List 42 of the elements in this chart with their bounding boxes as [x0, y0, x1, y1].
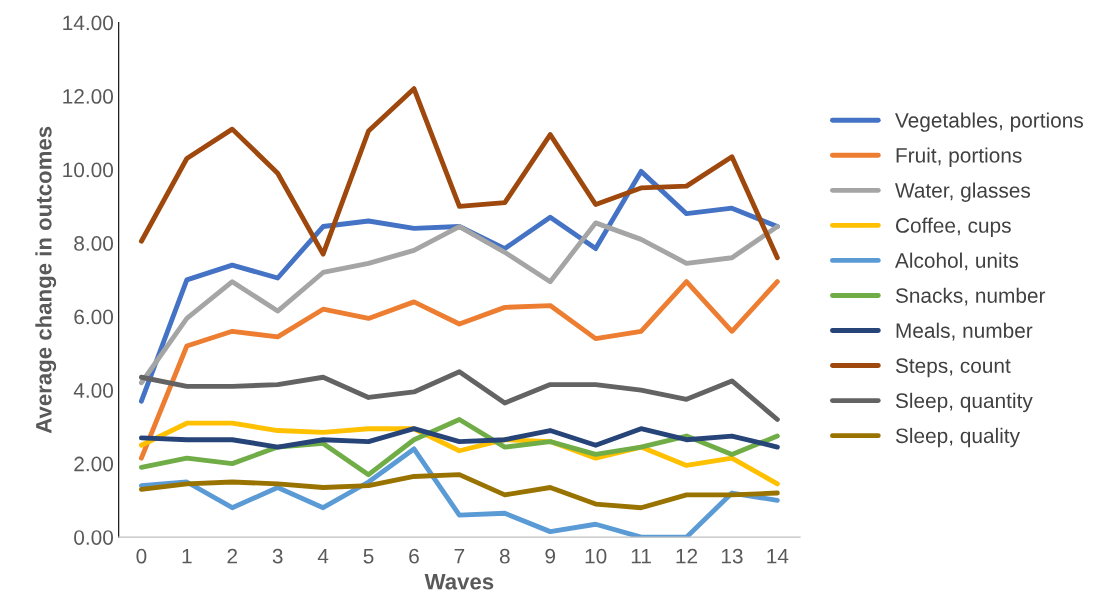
legend-label: Water, glasses: [895, 182, 1031, 202]
legend-label: Alcohol, units: [894, 252, 1019, 271]
x-tick-label: 1: [182, 549, 192, 564]
x-tick-label: 5: [363, 549, 374, 564]
line-series: [138, 279, 780, 461]
line-series: [138, 220, 780, 386]
legend-label: Coffee, cups: [896, 217, 1011, 237]
x-tick-label: 0: [136, 548, 147, 564]
x-tick-label: 12: [676, 548, 698, 564]
y-tick-label: 8.00: [74, 236, 114, 251]
y-tick-label: 14.00: [63, 15, 114, 31]
legend-label: Fruit, portions: [896, 147, 1022, 167]
x-tick-label: 2: [227, 548, 237, 564]
line-series: [138, 369, 780, 422]
line-series: [138, 426, 780, 450]
x-tick-label: 10: [585, 548, 607, 564]
legend-label: Meals, number: [896, 322, 1033, 341]
y-axis-title: Average change in outcomes: [35, 126, 57, 434]
y-tick-label: 6.00: [74, 309, 114, 325]
line-series: [138, 86, 780, 261]
x-tick-label: 6: [409, 548, 419, 564]
x-tick-label: 9: [545, 548, 556, 564]
legend-label: Sleep, quality: [895, 427, 1020, 448]
x-tick-label: 14: [767, 549, 789, 564]
legend-label: Steps, count: [895, 358, 1011, 378]
legend-label: Sleep, quantity: [895, 392, 1033, 413]
legend-label: Snacks, number: [895, 287, 1046, 306]
y-tick-label: 12.00: [63, 89, 114, 104]
x-tick-label: 13: [721, 548, 743, 564]
line-series: [138, 472, 780, 511]
x-tick-label: 7: [454, 549, 465, 564]
line-series: [138, 446, 780, 538]
legend-label: Vegetables, portions: [895, 112, 1083, 132]
x-tick-label: 3: [272, 548, 283, 564]
x-axis-title: Waves: [424, 574, 494, 590]
x-tick-label: 4: [317, 549, 329, 564]
x-tick-label: 11: [631, 549, 651, 564]
x-tick-label: 8: [499, 548, 510, 564]
y-tick-label: 10.00: [63, 162, 114, 178]
y-tick-label: 2.00: [74, 456, 114, 472]
y-tick-label: 4.00: [73, 383, 114, 398]
y-tick-label: 0.00: [74, 530, 114, 545]
